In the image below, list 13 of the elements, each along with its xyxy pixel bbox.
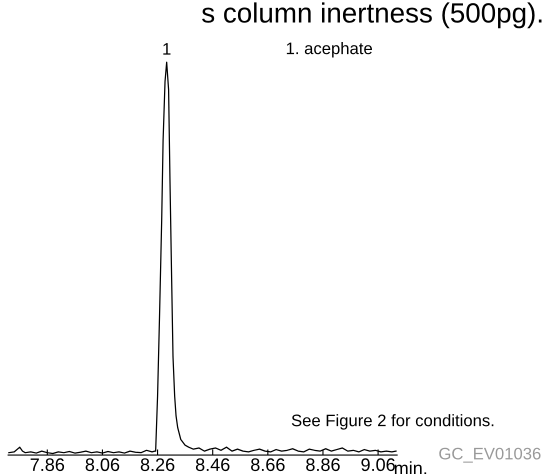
text: GC_EV01036: [439, 448, 541, 463]
x-axis-title: min.: [394, 461, 426, 474]
annotation: 1: [163, 43, 170, 55]
x-tick-label: 8.46: [196, 458, 230, 472]
x-tick-label: 8.86: [306, 458, 340, 472]
chart-title: s column inertness (500pg).: [202, 2, 542, 28]
x-tick-label: 9.06: [361, 458, 395, 472]
x-tick-label: 8.26: [140, 458, 174, 472]
x-tick-label: 8.66: [251, 458, 285, 472]
x-tick-label: 7.86: [30, 458, 64, 472]
text: 1. acephate: [286, 42, 372, 58]
x-tick-label: 8.06: [86, 458, 120, 472]
annotation: See Figure 2 for conditions.: [292, 414, 494, 430]
